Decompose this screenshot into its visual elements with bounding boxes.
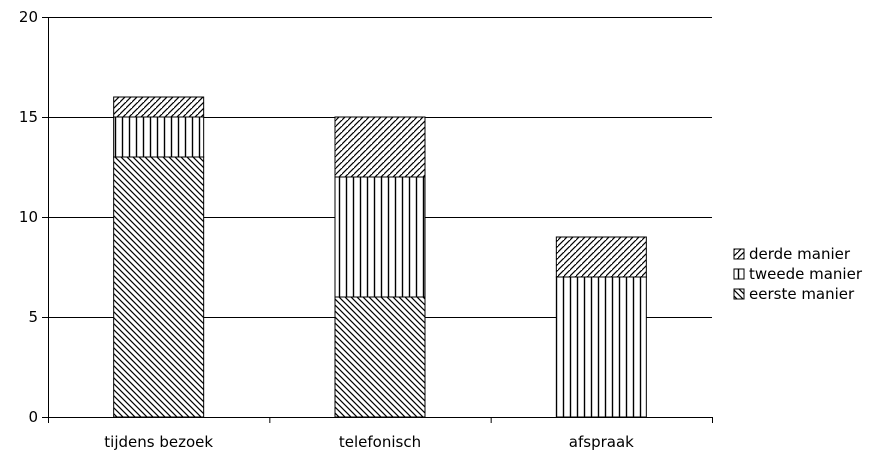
bar-segment-tweede-manier-afspraak xyxy=(555,276,647,418)
legend: derde manier tweede manier eerste manier xyxy=(733,245,863,303)
bar-segment-eerste-manier-telefonisch xyxy=(334,296,426,418)
axes xyxy=(42,17,713,423)
legend-swatch-derde-manier xyxy=(733,248,745,260)
legend-label: eerste manier xyxy=(749,285,855,303)
bar-segment-derde-manier-telefonisch xyxy=(334,116,426,178)
y-tick-label: 0 xyxy=(28,408,38,426)
bar-segment-tweede-manier-telefonisch xyxy=(334,176,426,298)
legend-swatch-eerste-manier xyxy=(733,288,745,300)
bars xyxy=(113,96,647,418)
x-tick-label: afspraak xyxy=(569,433,634,451)
legend-label: derde manier xyxy=(749,245,851,263)
bar-segment-tweede-manier-tijdens-bezoek xyxy=(113,116,205,158)
tick-labels: 0 5 10 15 20 tijdens bezoek telefonisch afspraa… xyxy=(19,8,634,451)
y-tick-label: 20 xyxy=(19,8,38,26)
y-tick-label: 15 xyxy=(19,108,38,126)
bar-segment-derde-manier-afspraak xyxy=(555,236,647,278)
x-tick-label: telefonisch xyxy=(339,433,421,451)
legend-swatch-tweede-manier xyxy=(733,268,745,280)
legend-label: tweede manier xyxy=(749,265,863,283)
y-tick-label: 5 xyxy=(28,308,38,326)
x-tick-label: tijdens bezoek xyxy=(104,433,213,451)
bar-segment-eerste-manier-tijdens-bezoek xyxy=(113,156,205,418)
bar-segment-derde-manier-tijdens-bezoek xyxy=(113,96,205,118)
y-tick-label: 10 xyxy=(19,208,38,226)
